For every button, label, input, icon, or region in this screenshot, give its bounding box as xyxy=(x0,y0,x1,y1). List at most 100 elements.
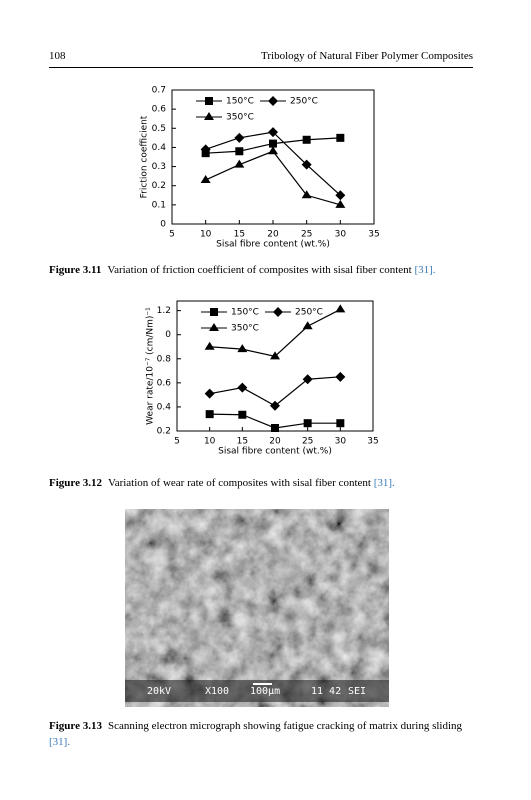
y-tick-label: 0.1 xyxy=(152,200,166,210)
micrograph: 20kV X100 100μm 11 42 SEI xyxy=(125,509,389,707)
marker xyxy=(238,410,247,419)
marker xyxy=(204,388,215,399)
x-tick-label: 5 xyxy=(169,230,175,240)
caption: Figure 3.13 Scanning electron micrograph … xyxy=(49,718,473,750)
caption-label: Figure 3.13 xyxy=(49,720,102,732)
marker xyxy=(270,351,280,360)
x-tick-label: 30 xyxy=(335,230,347,240)
legend-label: 350°C xyxy=(231,324,259,334)
marker xyxy=(235,147,244,156)
series-line xyxy=(205,150,341,206)
y-tick-label: 0.2 xyxy=(157,427,171,437)
marker xyxy=(336,419,345,428)
legend-marker xyxy=(268,96,278,106)
micrograph-scale: 100μm xyxy=(250,686,280,697)
legend-label: 350°C xyxy=(226,113,254,123)
marker xyxy=(303,419,312,428)
marker xyxy=(301,159,312,170)
caption-label: Figure 3.12 xyxy=(49,477,102,489)
legend-marker xyxy=(210,308,218,316)
y-tick-label: 0.7 xyxy=(152,86,166,96)
chart: 0.2 0.4 0.6 0.8 0 1.2 5 10 15 20 25 30 35 Sisal fibre… xyxy=(146,300,379,457)
marker xyxy=(204,341,215,350)
caption-label: Figure 3.11 xyxy=(49,264,102,276)
x-tick-label: 10 xyxy=(204,437,216,447)
x-tick-label: 25 xyxy=(302,437,313,447)
x-tick-label: 35 xyxy=(368,230,379,240)
y-axis-label: Friction coefficient xyxy=(140,115,150,198)
legend-label: 150°C xyxy=(226,97,254,107)
marker xyxy=(268,146,278,155)
page-number: 108 xyxy=(49,50,66,62)
x-tick-label: 20 xyxy=(267,230,279,240)
marker xyxy=(205,410,214,419)
caption-ref: [31]. xyxy=(49,736,71,748)
marker xyxy=(200,174,211,183)
micrograph-id: 11 42 xyxy=(311,686,341,697)
marker xyxy=(234,132,245,143)
legend-label: 150°C xyxy=(231,308,259,318)
caption-text: Variation of friction coefficient of com… xyxy=(107,264,412,276)
marker xyxy=(336,133,345,142)
marker xyxy=(335,199,346,208)
y-tick-label: 1.2 xyxy=(157,306,171,316)
x-axis-label: Sisal fibre content (wt.%) xyxy=(218,447,332,457)
caption-text: Scanning electron micrograph showing fat… xyxy=(107,720,463,732)
caption: Figure 3.11 Variation of friction coeffic… xyxy=(49,262,473,278)
marker xyxy=(271,423,279,432)
micrograph-voltage: 20kV xyxy=(147,686,171,697)
caption-ref: [31]. xyxy=(373,477,395,489)
caption-ref: [31]. xyxy=(414,264,436,276)
micrograph-detector: SEI xyxy=(348,686,366,697)
marker xyxy=(270,400,280,411)
y-tick-label: 0.4 xyxy=(157,402,172,412)
y-tick-label: 0.6 xyxy=(152,105,167,115)
legend-label: 250°C xyxy=(295,308,323,318)
marker xyxy=(234,159,245,168)
y-tick-label: 0.2 xyxy=(152,181,166,191)
caption: Figure 3.12 Variation of wear rate of com… xyxy=(49,475,473,491)
x-tick-label: 30 xyxy=(335,437,347,447)
y-tick-label: 0 xyxy=(160,220,166,230)
marker xyxy=(335,190,346,201)
x-tick-label: 20 xyxy=(269,437,281,447)
legend-marker xyxy=(204,112,214,120)
caption-text: Variation of wear rate of composites wit… xyxy=(107,477,371,489)
running-title: Tribology of Natural Fiber Polymer Compo… xyxy=(261,50,473,62)
micrograph-image xyxy=(125,509,389,707)
header-rule xyxy=(49,67,473,68)
marker xyxy=(301,190,312,199)
marker xyxy=(200,144,211,155)
legend-label: 250°C xyxy=(290,97,318,107)
x-axis-label: Sisal fibre content (wt.%) xyxy=(216,240,330,250)
x-tick-label: 10 xyxy=(200,230,212,240)
x-tick-label: 35 xyxy=(367,437,378,447)
y-tick-label: 0.8 xyxy=(157,354,172,364)
legend-marker xyxy=(273,307,283,317)
x-tick-label: 5 xyxy=(174,437,180,447)
marker xyxy=(335,304,346,313)
y-tick-label: 0.3 xyxy=(152,162,166,172)
marker xyxy=(237,382,248,393)
y-tick-label: 0.4 xyxy=(152,143,167,153)
marker xyxy=(335,371,346,382)
x-tick-label: 15 xyxy=(234,230,245,240)
chart: 0 0.1 0.2 0.3 0.4 0.5 0.6 0.7 5 10 15 20 25 30 35 Sisal… xyxy=(140,86,380,250)
y-axis-label: Wear rate/10⁻⁷ (cm/Nm)⁻¹ xyxy=(146,307,156,425)
marker xyxy=(302,321,313,330)
micrograph-databar xyxy=(125,680,389,702)
marker xyxy=(237,344,248,353)
marker xyxy=(269,139,277,148)
x-tick-label: 15 xyxy=(237,437,248,447)
y-tick-label: 0.6 xyxy=(157,378,172,388)
micrograph-magnification: X100 xyxy=(205,686,229,697)
y-tick-label: 0.5 xyxy=(152,124,166,134)
marker xyxy=(268,127,278,138)
legend-marker xyxy=(205,97,213,105)
marker xyxy=(302,374,313,385)
marker xyxy=(302,135,311,144)
legend-marker xyxy=(209,323,219,331)
x-tick-label: 25 xyxy=(301,230,312,240)
